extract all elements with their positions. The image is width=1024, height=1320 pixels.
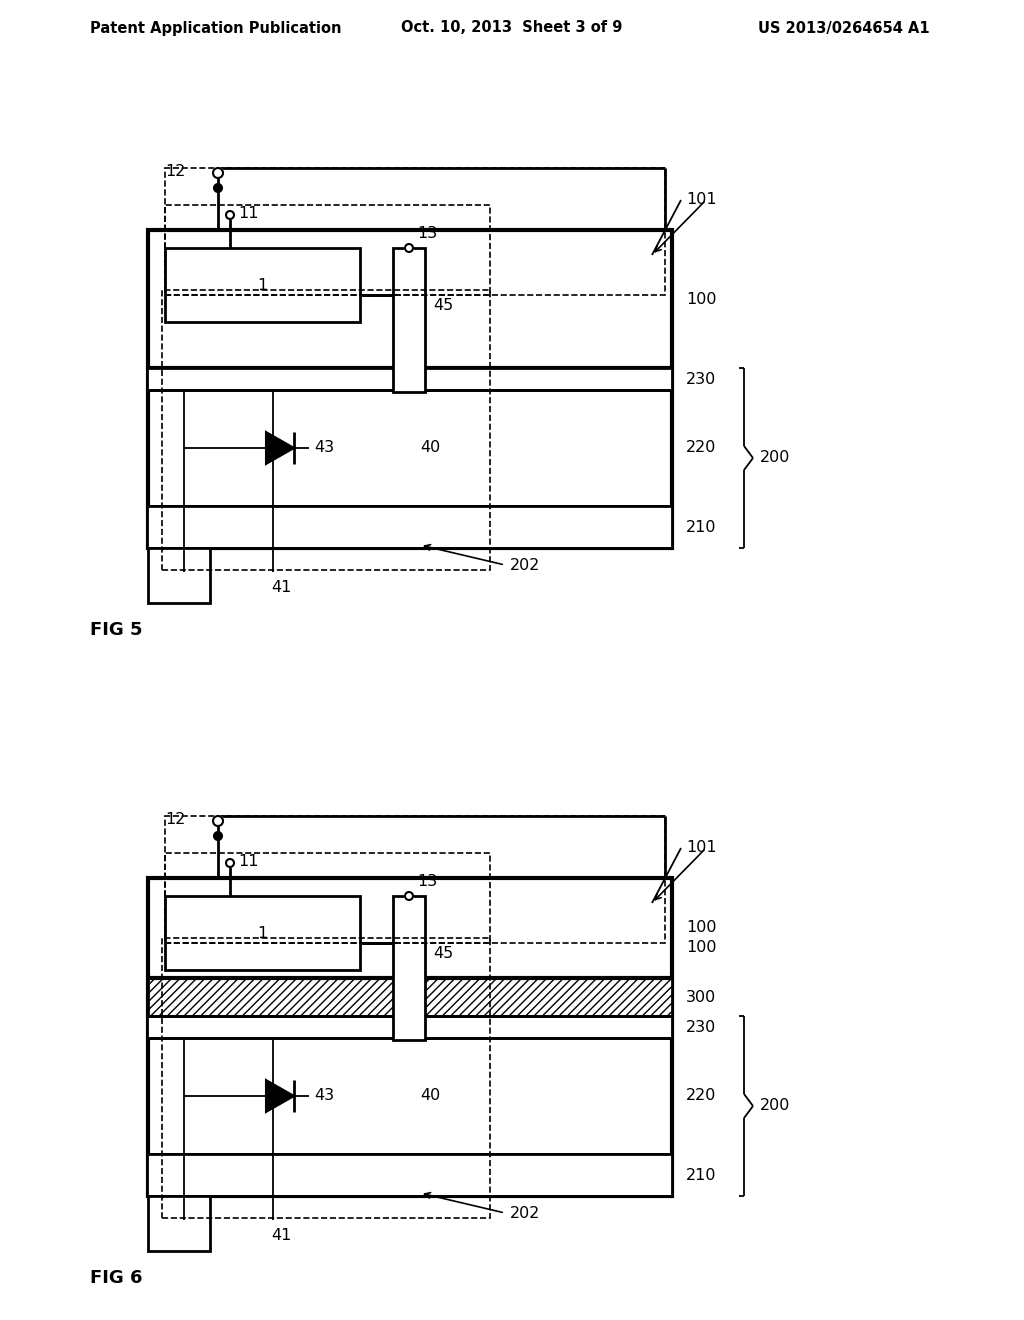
Bar <box>393 896 425 1040</box>
Bar <box>148 978 672 1016</box>
Text: 230: 230 <box>686 1019 716 1035</box>
Text: 13: 13 <box>417 227 437 242</box>
Text: Oct. 10, 2013  Sheet 3 of 9: Oct. 10, 2013 Sheet 3 of 9 <box>401 21 623 36</box>
Bar <box>165 896 360 970</box>
Bar <box>165 853 490 942</box>
Text: 220: 220 <box>686 441 717 455</box>
Text: 200: 200 <box>760 450 791 466</box>
Text: 210: 210 <box>686 520 717 535</box>
Bar <box>148 1196 210 1251</box>
Circle shape <box>406 244 413 252</box>
Text: 41: 41 <box>270 1229 291 1243</box>
Bar <box>148 1154 672 1196</box>
Bar <box>165 205 490 294</box>
Circle shape <box>214 832 222 840</box>
Text: 11: 11 <box>238 854 258 869</box>
Circle shape <box>226 211 234 219</box>
Text: 45: 45 <box>433 945 454 961</box>
Text: 101: 101 <box>686 193 717 207</box>
Text: 200: 200 <box>760 1098 791 1114</box>
Text: 42: 42 <box>159 581 179 595</box>
Text: 12: 12 <box>166 164 186 178</box>
Bar <box>165 248 360 322</box>
Text: 100: 100 <box>686 920 717 936</box>
Text: 202: 202 <box>510 1205 541 1221</box>
Text: 230: 230 <box>686 371 716 387</box>
Text: 41: 41 <box>270 581 291 595</box>
Text: 40: 40 <box>420 1089 440 1104</box>
Bar <box>148 878 672 1196</box>
Text: 42: 42 <box>159 1229 179 1243</box>
Bar <box>165 168 665 294</box>
Text: US 2013/0264654 A1: US 2013/0264654 A1 <box>759 21 930 36</box>
Text: 45: 45 <box>433 297 454 313</box>
Circle shape <box>213 816 223 826</box>
Text: 100: 100 <box>686 292 717 306</box>
Text: 101: 101 <box>686 841 717 855</box>
Polygon shape <box>266 432 294 465</box>
Bar <box>165 816 665 942</box>
Text: 13: 13 <box>417 874 437 890</box>
Bar <box>148 368 672 389</box>
Text: 300: 300 <box>686 990 716 1005</box>
Bar <box>162 290 490 570</box>
Bar <box>148 1016 672 1038</box>
Text: 1: 1 <box>257 277 267 293</box>
Bar <box>162 939 490 1218</box>
Circle shape <box>406 892 413 900</box>
Circle shape <box>213 168 223 178</box>
Text: 43: 43 <box>314 1089 334 1104</box>
Bar <box>148 548 210 603</box>
Bar <box>393 248 425 392</box>
Text: 202: 202 <box>510 557 541 573</box>
Text: 210: 210 <box>686 1167 717 1183</box>
Bar <box>148 230 672 548</box>
Text: 11: 11 <box>238 206 258 220</box>
Polygon shape <box>266 1080 294 1111</box>
Text: 12: 12 <box>166 812 186 826</box>
Bar <box>148 506 672 548</box>
Text: 100: 100 <box>686 940 717 954</box>
Text: 220: 220 <box>686 1089 717 1104</box>
Text: FIG 5: FIG 5 <box>90 620 142 639</box>
Circle shape <box>214 183 222 191</box>
Text: FIG 6: FIG 6 <box>90 1269 142 1287</box>
Text: 40: 40 <box>420 441 440 455</box>
Text: 43: 43 <box>314 441 334 455</box>
Circle shape <box>226 859 234 867</box>
Text: 1: 1 <box>257 925 267 940</box>
Text: Patent Application Publication: Patent Application Publication <box>90 21 341 36</box>
